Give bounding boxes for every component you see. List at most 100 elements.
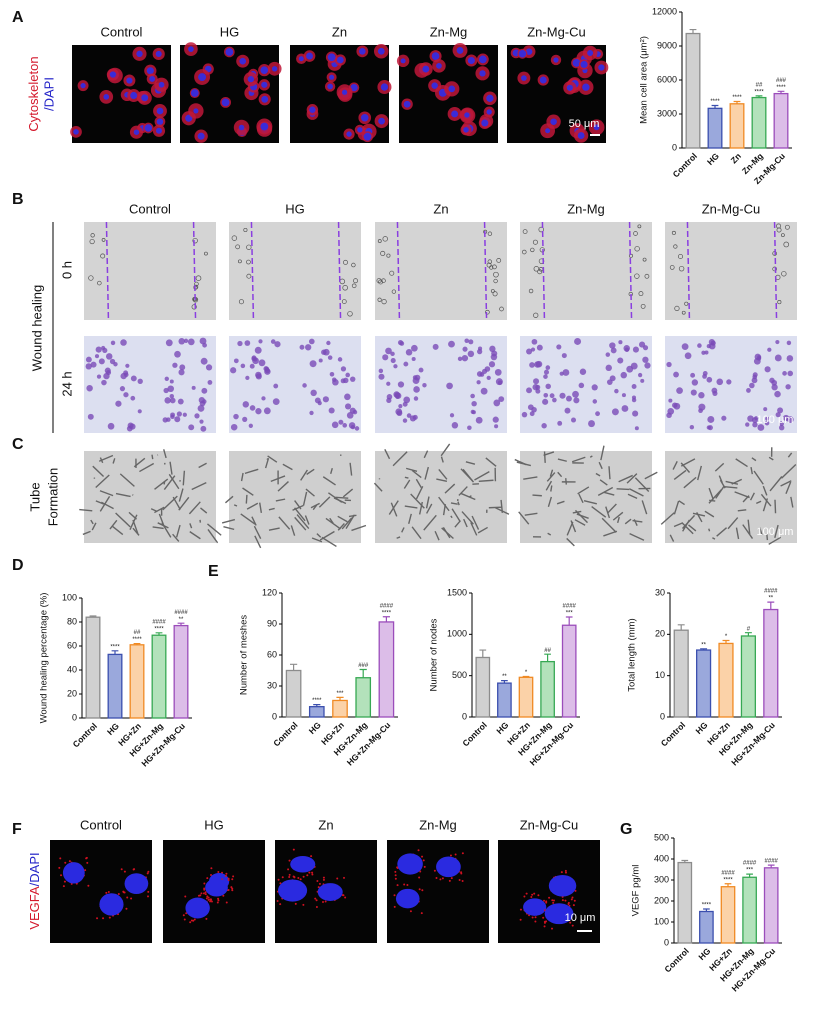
tube xyxy=(759,527,763,535)
tube xyxy=(478,479,494,483)
cell xyxy=(207,380,213,385)
vegfa-signal xyxy=(126,896,129,899)
significance-label: #### xyxy=(174,610,188,616)
vegfa-signal xyxy=(120,868,123,871)
cell xyxy=(591,384,598,391)
tube xyxy=(254,535,262,549)
tube xyxy=(200,507,208,514)
tube xyxy=(644,471,658,480)
bar xyxy=(763,608,779,718)
tube xyxy=(734,491,750,499)
vegfa-signal xyxy=(279,903,282,906)
label-part: VEGFA xyxy=(27,886,42,930)
vegfa-signal xyxy=(433,869,436,872)
tube xyxy=(708,528,711,532)
cell xyxy=(570,417,577,423)
vegfa-signal xyxy=(418,888,421,891)
y-tick-label: 400 xyxy=(654,853,669,863)
cell xyxy=(381,298,387,305)
tube xyxy=(755,500,762,505)
cell xyxy=(178,338,185,345)
tube xyxy=(444,483,456,494)
cell xyxy=(671,230,676,235)
tube xyxy=(305,488,315,497)
cell xyxy=(169,397,176,404)
micrograph xyxy=(84,336,216,433)
cell xyxy=(549,393,555,399)
cell xyxy=(562,369,570,376)
column-label: Zn-Mg xyxy=(419,817,457,832)
tube xyxy=(207,529,219,544)
cell xyxy=(378,368,384,374)
vegfa-signal xyxy=(287,868,290,871)
cell xyxy=(127,422,134,429)
column-label: Zn xyxy=(433,201,448,216)
nucleus xyxy=(130,91,138,99)
vegfa-signal xyxy=(205,897,208,900)
tube xyxy=(681,514,696,529)
vegfa-signal xyxy=(336,877,339,880)
tube xyxy=(178,496,190,511)
nucleus xyxy=(298,56,304,62)
vegfa-signal xyxy=(84,869,87,872)
error-bar xyxy=(677,624,685,631)
cell xyxy=(340,378,346,384)
cell xyxy=(609,375,616,382)
tube xyxy=(577,486,590,495)
vegfa-signal xyxy=(552,899,555,902)
column-label: HG xyxy=(220,24,240,39)
label-part: /DAPI xyxy=(27,852,42,886)
wound-edge xyxy=(628,221,633,321)
tube xyxy=(424,466,430,480)
nucleus xyxy=(62,862,85,884)
tube xyxy=(112,525,124,536)
vegfa-signal xyxy=(209,898,212,901)
tube xyxy=(349,462,353,476)
vegfa-signal xyxy=(417,849,420,852)
tube xyxy=(178,488,184,502)
cell xyxy=(395,392,402,399)
cell xyxy=(499,306,504,312)
tube xyxy=(91,522,97,531)
tube xyxy=(438,469,448,480)
y-tick-label: 90 xyxy=(267,618,277,628)
cell xyxy=(382,354,389,361)
cell xyxy=(786,355,794,362)
tube xyxy=(119,473,135,487)
tube xyxy=(546,472,556,482)
tube xyxy=(627,493,638,499)
wound-edge xyxy=(250,221,255,321)
cell xyxy=(233,358,239,364)
nucleus xyxy=(144,124,153,132)
cell xyxy=(605,364,612,372)
cell xyxy=(113,362,118,367)
cell xyxy=(446,382,453,390)
cell xyxy=(395,408,403,416)
tube xyxy=(603,491,615,496)
tube xyxy=(169,461,173,475)
error-bar xyxy=(681,859,689,863)
tube xyxy=(302,491,308,506)
cell xyxy=(782,371,787,376)
vegfa-signal xyxy=(423,865,426,868)
cell xyxy=(678,265,685,272)
wound-edge xyxy=(105,221,110,321)
tube xyxy=(634,477,650,492)
tube xyxy=(618,474,633,483)
bar xyxy=(677,861,693,944)
cell xyxy=(351,262,356,268)
micrograph xyxy=(520,221,652,321)
cell xyxy=(704,350,709,355)
cell xyxy=(464,338,470,344)
cell xyxy=(701,350,706,355)
cell xyxy=(258,339,263,344)
cell xyxy=(779,421,784,427)
cell xyxy=(690,372,696,378)
tube xyxy=(769,476,783,492)
cell xyxy=(617,357,624,364)
cell xyxy=(698,403,706,411)
error-bar xyxy=(382,616,390,622)
tube xyxy=(570,520,577,533)
tube xyxy=(282,463,293,471)
nucleus xyxy=(403,100,411,108)
